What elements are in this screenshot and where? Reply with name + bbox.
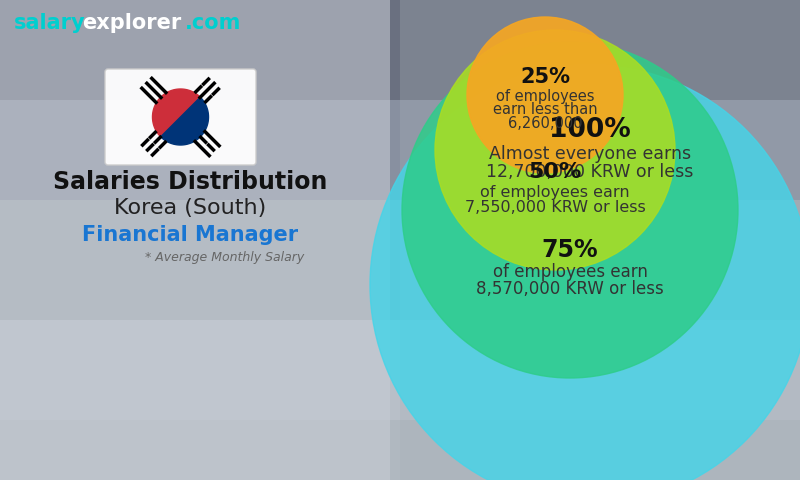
Text: of employees earn: of employees earn xyxy=(493,263,647,281)
Text: 100%: 100% xyxy=(549,117,631,143)
Text: Almost everyone earns: Almost everyone earns xyxy=(489,145,691,163)
Bar xyxy=(400,0,800,480)
Bar xyxy=(0,320,800,420)
Text: earn less than: earn less than xyxy=(493,103,598,118)
Text: 8,570,000 KRW or less: 8,570,000 KRW or less xyxy=(476,280,664,298)
Text: explorer: explorer xyxy=(82,13,182,33)
Text: of employees: of employees xyxy=(496,88,594,104)
Bar xyxy=(0,0,390,480)
Text: 50%: 50% xyxy=(528,162,582,182)
Bar xyxy=(0,0,800,100)
Text: 75%: 75% xyxy=(542,238,598,262)
Circle shape xyxy=(153,89,209,145)
Text: salary: salary xyxy=(14,13,86,33)
Bar xyxy=(0,200,800,320)
Text: Salaries Distribution: Salaries Distribution xyxy=(53,170,327,194)
Text: 25%: 25% xyxy=(520,67,570,87)
Bar xyxy=(0,420,800,480)
Text: of employees earn: of employees earn xyxy=(480,184,630,200)
Text: 7,550,000 KRW or less: 7,550,000 KRW or less xyxy=(465,201,646,216)
Text: * Average Monthly Salary: * Average Monthly Salary xyxy=(145,252,304,264)
Text: Financial Manager: Financial Manager xyxy=(82,225,298,245)
Text: 6,260,000: 6,260,000 xyxy=(508,117,582,132)
Bar xyxy=(0,100,800,200)
Text: .com: .com xyxy=(185,13,242,33)
Text: 12,700,000 KRW or less: 12,700,000 KRW or less xyxy=(486,163,694,181)
Circle shape xyxy=(402,42,738,378)
Circle shape xyxy=(370,65,800,480)
Circle shape xyxy=(467,17,623,173)
Polygon shape xyxy=(153,89,200,137)
Circle shape xyxy=(435,30,675,270)
FancyBboxPatch shape xyxy=(105,69,256,165)
Polygon shape xyxy=(161,97,209,145)
Text: Korea (South): Korea (South) xyxy=(114,198,266,218)
